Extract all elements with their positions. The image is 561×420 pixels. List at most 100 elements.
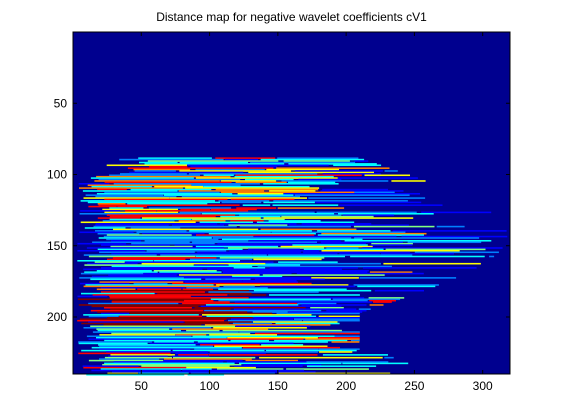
heatmap-stripe	[84, 271, 158, 273]
heatmap-stripe	[99, 345, 213, 348]
heatmap-stripe	[104, 307, 192, 309]
heatmap-stripe	[277, 157, 359, 159]
heatmap-stripe	[111, 332, 251, 335]
heatmap-stripe	[100, 287, 185, 289]
heatmap-stripe	[227, 337, 318, 339]
heatmap-stripe	[194, 348, 319, 350]
heatmap-stripe	[81, 292, 155, 295]
heatmap-stripe	[339, 252, 380, 255]
heatmap-stripe	[237, 193, 284, 195]
heatmap-stripe	[407, 241, 482, 244]
heatmap-stripe	[283, 160, 350, 162]
heatmap-stripe	[210, 338, 304, 340]
heatmap-stripe	[252, 252, 338, 255]
heatmap-stripe	[265, 262, 381, 265]
heatmap-stripe	[88, 338, 209, 340]
x-tick-label: 100	[200, 379, 220, 393]
heatmap-stripe	[97, 203, 126, 205]
heatmap-stripe	[354, 160, 369, 162]
heatmap-stripe	[98, 344, 196, 346]
heatmap-stripe	[220, 180, 277, 182]
heatmap-stripe	[172, 355, 210, 358]
heatmap-stripe	[297, 302, 337, 305]
heatmap-stripe	[81, 322, 229, 325]
heatmap-stripe	[253, 258, 322, 261]
heatmap-stripe	[354, 237, 480, 239]
heatmap-stripe	[303, 251, 411, 254]
heatmap-stripe	[169, 197, 307, 199]
heatmap-stripe	[350, 255, 485, 258]
heatmap-stripe	[421, 211, 492, 214]
heatmap-stripe	[232, 275, 283, 278]
heatmap-stripe	[288, 311, 363, 313]
heatmap-stripe	[144, 163, 285, 165]
heatmap-stripe	[197, 341, 328, 343]
heatmap-stripe	[288, 163, 377, 165]
heatmap-stripe	[83, 285, 220, 288]
heatmap-stripe	[338, 213, 434, 215]
heatmap-stripe	[261, 344, 304, 346]
heatmap-stripe	[221, 270, 369, 272]
heatmap-stripe	[101, 267, 233, 269]
heatmap-stripe	[141, 365, 230, 367]
heatmap-stripe	[186, 366, 256, 369]
heatmap-stripe	[223, 285, 255, 288]
heatmap-stripe	[273, 200, 408, 202]
heatmap-stripe	[209, 351, 318, 353]
heatmap-stripe	[245, 359, 298, 362]
heatmap-stripe	[154, 341, 194, 343]
heatmap-stripe	[193, 264, 228, 266]
heatmap-stripe	[149, 165, 188, 168]
heatmap-stripe	[281, 180, 389, 182]
heatmap-stripe	[186, 329, 220, 332]
heatmap-stripe	[182, 288, 213, 291]
heatmap-stripe	[353, 225, 435, 228]
heatmap-stripe	[242, 204, 271, 206]
axis-ticks: 50 100 150 200 250 300 50 100 150 200	[47, 32, 510, 393]
heatmap-stripe	[289, 224, 409, 226]
heatmap-stripe	[78, 298, 211, 301]
heatmap-stripe	[142, 217, 261, 219]
heatmap-stripe	[91, 185, 152, 188]
heatmap-stripe	[183, 299, 214, 302]
heatmap-stripe	[88, 255, 196, 258]
heatmap-stripe	[102, 220, 175, 222]
heatmap-stripe	[83, 268, 203, 271]
heatmap-stripe	[311, 277, 359, 279]
heatmap-stripe	[206, 304, 299, 306]
heatmap-stripe	[160, 254, 267, 256]
heatmap-stripe	[220, 191, 355, 194]
heatmap-stripe	[99, 348, 191, 350]
heatmap-stripe	[201, 213, 335, 215]
heatmap-stripe	[234, 365, 303, 367]
heatmap-stripe	[97, 248, 243, 251]
heatmap-stripe	[111, 301, 230, 303]
heatmap-stripe	[322, 354, 388, 356]
heatmap-stripe	[129, 171, 244, 174]
heatmap-stripe	[219, 257, 325, 259]
heatmap-stripe	[102, 364, 242, 366]
heatmap-stripe	[178, 190, 265, 192]
heatmap-stripe	[111, 252, 252, 255]
heatmap-stripe	[96, 328, 170, 330]
heatmap-stripe	[119, 315, 202, 318]
heatmap-stripe	[98, 178, 241, 181]
heatmap-stripe	[104, 356, 172, 359]
heatmap-stripe	[104, 181, 232, 184]
heatmap-stripe	[292, 244, 368, 246]
heatmap-stripe	[369, 271, 413, 273]
heatmap-stripe	[298, 178, 342, 181]
heatmap-stripe	[344, 240, 492, 242]
heatmap-stripe	[91, 369, 181, 372]
heatmap-stripe	[138, 372, 189, 375]
heatmap-stripe	[306, 361, 389, 363]
heatmap-stripe	[109, 174, 200, 177]
heatmap-stripe	[80, 282, 130, 285]
heatmap-stripe	[233, 308, 357, 310]
heatmap-stripe	[179, 274, 260, 276]
heatmap-stripe	[93, 225, 237, 228]
heatmap-stripe	[223, 271, 368, 273]
heatmap-stripe	[181, 195, 300, 198]
heatmap-stripe	[224, 158, 258, 161]
